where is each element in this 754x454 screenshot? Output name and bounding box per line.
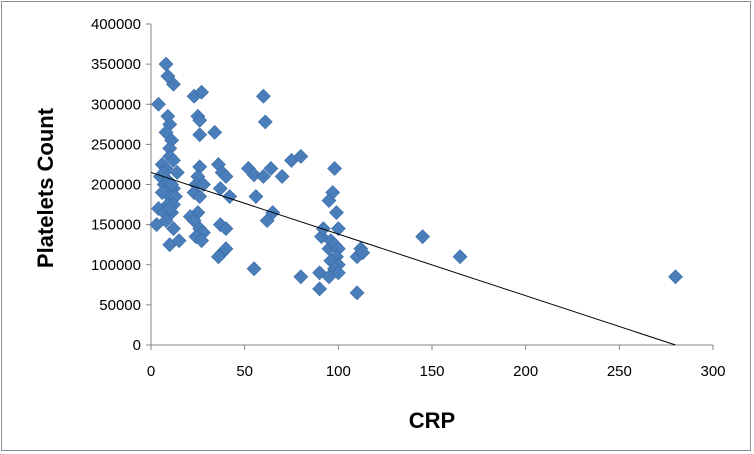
data-point [166, 76, 181, 92]
data-point [327, 161, 343, 176]
data-points [149, 56, 683, 301]
data-point [154, 185, 170, 200]
data-point [192, 189, 208, 204]
data-point [668, 269, 683, 285]
data-point [158, 56, 174, 72]
x-tick-label: 200 [513, 363, 538, 380]
data-point [166, 221, 181, 237]
data-point [293, 269, 309, 285]
y-tick-label: 300000 [91, 96, 141, 113]
data-point [196, 177, 211, 192]
y-tick-label: 200000 [91, 177, 141, 194]
data-point [329, 205, 344, 221]
axes [146, 23, 714, 350]
data-point [192, 112, 208, 128]
y-tick-label: 250000 [91, 136, 141, 153]
data-point [162, 201, 178, 216]
data-point [452, 249, 468, 265]
data-point [207, 124, 223, 140]
data-point [194, 84, 210, 100]
data-point [259, 213, 275, 229]
x-tick-label: 100 [326, 363, 351, 380]
y-tick-label: 400000 [91, 16, 141, 33]
x-tick-label: 50 [236, 363, 253, 380]
trendline-group [150, 171, 676, 346]
data-point [274, 169, 290, 184]
data-point [321, 269, 337, 285]
data-point [248, 189, 264, 204]
trendline [150, 171, 676, 346]
data-point [194, 233, 210, 249]
data-point [192, 127, 208, 143]
data-point [321, 193, 337, 208]
data-point [257, 114, 273, 130]
y-tick-label: 0 [133, 337, 141, 354]
data-point [263, 161, 279, 176]
x-tick-label: 150 [419, 363, 444, 380]
x-tick-label: 300 [700, 363, 725, 380]
data-point [218, 241, 234, 257]
data-point [246, 167, 262, 183]
data-point [355, 245, 371, 261]
data-point [222, 189, 238, 204]
y-tick-label: 350000 [91, 56, 141, 73]
y-tick-label: 100000 [91, 257, 141, 274]
data-point [169, 165, 185, 180]
x-tick-labels: 0 50 100 150 200 250 300 [147, 363, 726, 380]
y-tick-label: 150000 [91, 217, 141, 234]
data-point [255, 88, 271, 104]
y-tick-label: 50000 [99, 297, 141, 314]
data-point [293, 148, 309, 164]
data-point [330, 221, 346, 237]
data-point [166, 153, 181, 168]
data-point [164, 177, 180, 192]
y-axis-title: Platelets Count [33, 107, 58, 268]
y-tick-labels: 0 50000 100000 150000 200000 250000 300000 3500… [91, 16, 141, 354]
data-point [349, 285, 365, 301]
data-point [246, 261, 262, 277]
data-point [211, 249, 226, 265]
data-point [151, 96, 166, 112]
x-tick-label: 250 [607, 363, 632, 380]
data-point [218, 169, 234, 184]
data-point [158, 213, 174, 229]
data-point [312, 281, 328, 297]
x-tick-label: 0 [147, 363, 155, 380]
data-point [218, 221, 234, 237]
x-axis-title: CRP [409, 408, 455, 433]
data-point [415, 229, 431, 245]
data-point [171, 233, 187, 249]
data-point [255, 169, 271, 184]
